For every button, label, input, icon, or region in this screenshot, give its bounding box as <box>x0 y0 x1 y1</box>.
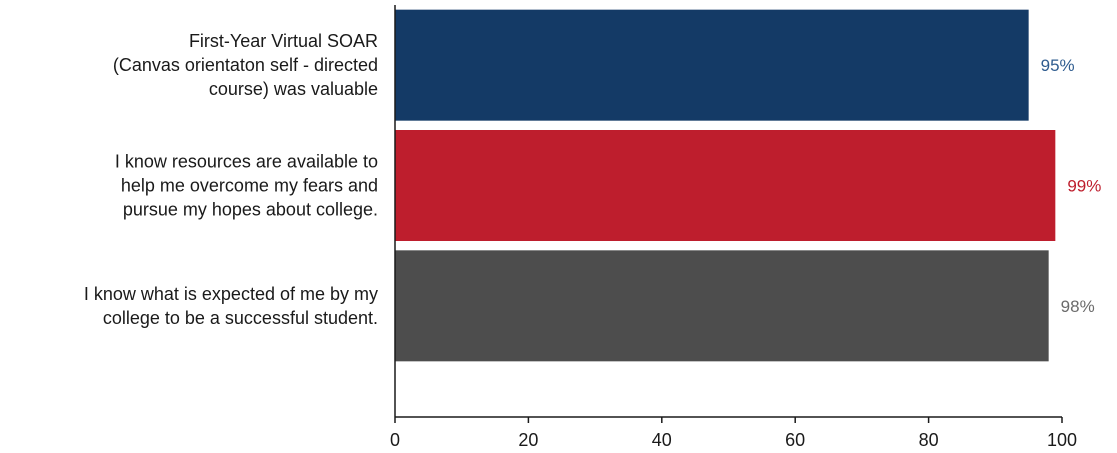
labels-group: 95% First-Year Virtual SOAR (Canvas orient… <box>84 31 1102 450</box>
x-tick-label-60: 60 <box>785 430 805 450</box>
bar-2 <box>395 130 1056 241</box>
category-label-1: First-Year Virtual SOAR (Canvas orientato… <box>113 31 378 99</box>
data-label-1: 95% <box>1041 56 1075 75</box>
category-label-2: I know resources are available to help me… <box>115 152 378 220</box>
x-tick-label-0: 0 <box>390 430 400 450</box>
x-tick-label-20: 20 <box>518 430 538 450</box>
category-label-3: I know what is expected of me by my colle… <box>84 284 378 328</box>
data-label-2: 99% <box>1067 177 1101 196</box>
bar-3 <box>395 250 1049 362</box>
axes-group <box>394 5 1063 423</box>
data-label-3: 98% <box>1061 297 1095 316</box>
x-tick-label-40: 40 <box>652 430 672 450</box>
bars-group <box>395 9 1056 362</box>
x-tick-label-100: 100 <box>1047 430 1077 450</box>
x-tick-label-80: 80 <box>919 430 939 450</box>
bar-1 <box>395 9 1029 121</box>
